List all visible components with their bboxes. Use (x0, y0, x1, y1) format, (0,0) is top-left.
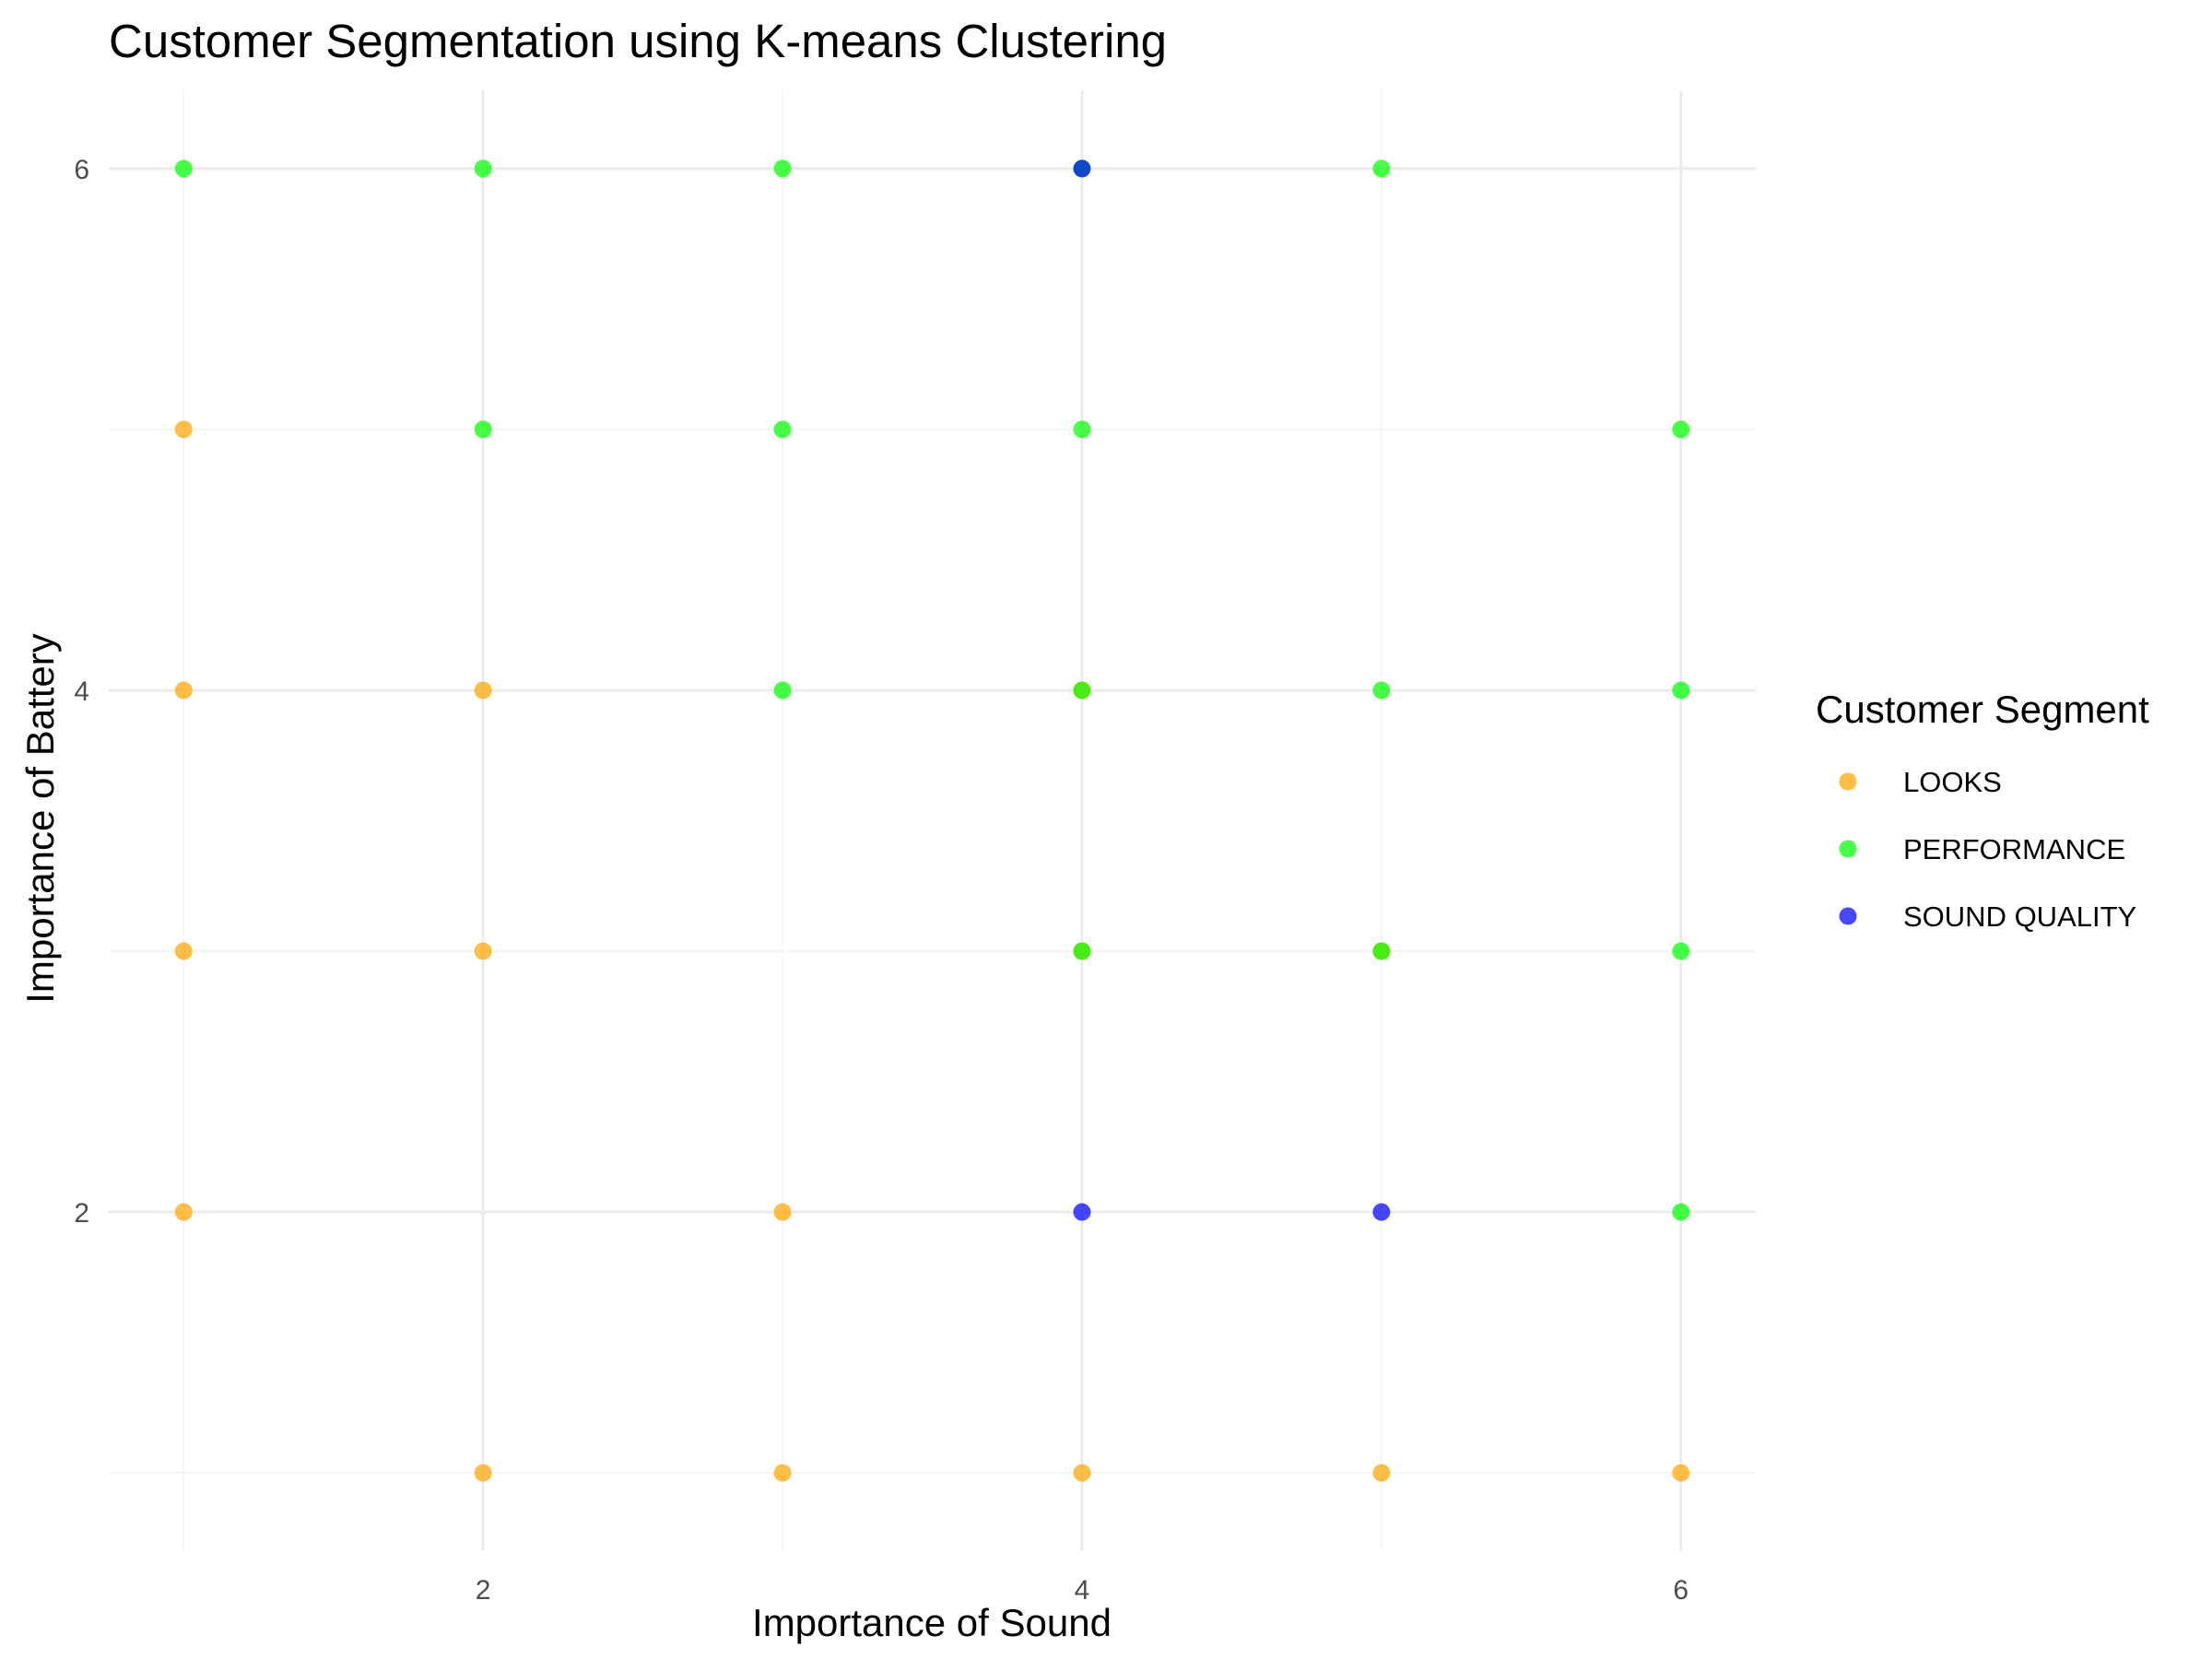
legend-label: PERFORMANCE (1903, 833, 2125, 865)
x-tick-label: 2 (476, 1575, 491, 1606)
data-point (474, 420, 492, 439)
x-tick-label: 6 (1673, 1575, 1688, 1606)
data-point (1073, 681, 1091, 700)
data-point (1073, 1203, 1091, 1221)
data-point (1672, 1464, 1690, 1482)
data-point (474, 681, 492, 700)
legend-swatch (1839, 907, 1857, 925)
data-point (174, 420, 193, 439)
data-point (1372, 681, 1391, 700)
legend-title: Customer Segment (1816, 688, 2149, 731)
x-axis-ticks: 2 4 6 (476, 1575, 1688, 1606)
chart-title: Customer Segmentation using K-means Clus… (109, 15, 1167, 67)
legend-swatch (1839, 840, 1857, 858)
data-point (474, 159, 492, 178)
data-point (1672, 1203, 1690, 1221)
data-point (1073, 942, 1091, 960)
data-point (1672, 681, 1690, 700)
y-axis-ticks: 2 4 6 (74, 155, 89, 1229)
data-points (174, 159, 1690, 1482)
data-point (1372, 942, 1391, 960)
data-point (1073, 420, 1091, 439)
y-tick-label: 2 (74, 1198, 89, 1229)
data-point (773, 420, 792, 439)
y-tick-label: 6 (74, 155, 89, 185)
data-point (1372, 1464, 1391, 1482)
data-point (1672, 420, 1690, 439)
data-point (773, 1203, 792, 1221)
data-point (174, 1203, 193, 1221)
data-point (1372, 1203, 1391, 1221)
data-point (1372, 159, 1391, 178)
data-point (174, 942, 193, 960)
y-tick-label: 4 (74, 677, 89, 707)
x-tick-label: 4 (1075, 1575, 1090, 1606)
data-point (174, 681, 193, 700)
data-point (773, 159, 792, 178)
y-axis-title: Importance of Battery (18, 633, 62, 1004)
legend-swatch (1839, 772, 1857, 791)
legend-label: LOOKS (1903, 766, 2002, 798)
legend-label: SOUND QUALITY (1903, 900, 2136, 933)
data-point (174, 159, 193, 178)
legend: Customer Segment LOOKS PERFORMANCE SOUND Q… (1816, 688, 2149, 933)
data-point (1073, 1464, 1091, 1482)
data-point (1073, 159, 1091, 178)
data-point (773, 681, 792, 700)
legend-items: LOOKS PERFORMANCE SOUND QUALITY (1839, 766, 2136, 933)
x-axis-title: Importance of Sound (752, 1601, 1112, 1644)
data-point (773, 1464, 792, 1482)
grid-lines (109, 90, 1756, 1551)
data-point (1672, 942, 1690, 960)
data-point (474, 1464, 492, 1482)
data-point (474, 942, 492, 960)
